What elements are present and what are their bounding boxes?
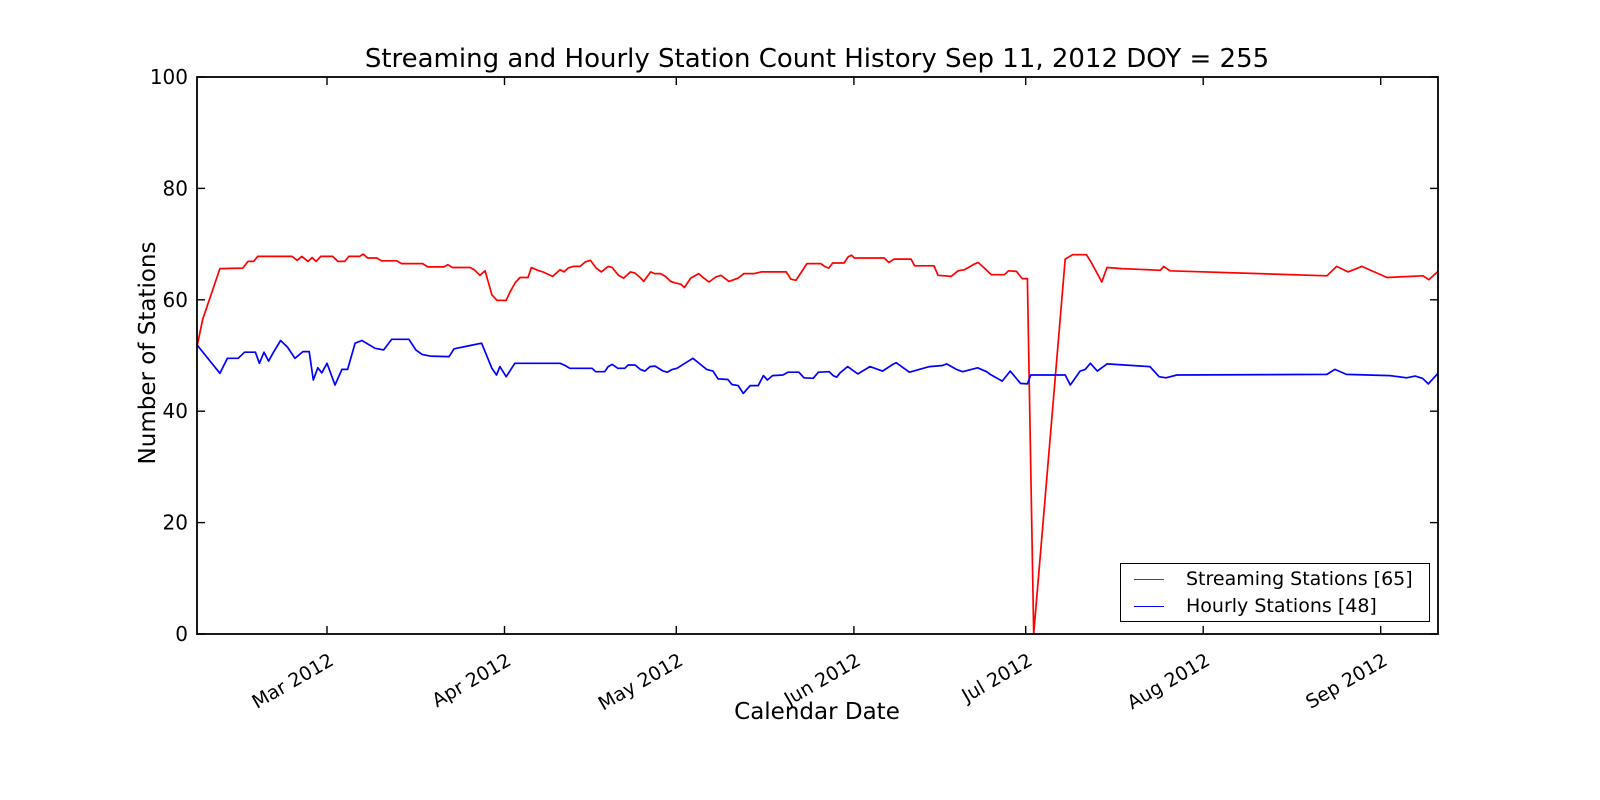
chart-title: Streaming and Hourly Station Count Histo… xyxy=(364,44,1270,74)
x-tick-label-sep-2012: Sep 2012 xyxy=(1302,649,1391,713)
series-line-hourly xyxy=(196,338,1439,395)
y-tick-label-0: 0 xyxy=(175,622,188,646)
legend-label-streaming: Streaming Stations [65] xyxy=(1186,568,1413,590)
x-tick-label-jul-2012: Jul 2012 xyxy=(957,649,1036,707)
x-tick-label-apr-2012: Apr 2012 xyxy=(428,649,515,712)
x-axis-label: Calendar Date xyxy=(734,699,900,725)
x-tick-label-may-2012: May 2012 xyxy=(595,649,687,715)
y-tick-label-80: 80 xyxy=(163,176,188,200)
y-tick-label-60: 60 xyxy=(163,288,188,312)
legend-line-streaming-icon xyxy=(1134,578,1164,580)
x-tick-label-aug-2012: Aug 2012 xyxy=(1123,649,1213,714)
axes-frame xyxy=(196,76,1439,635)
y-tick-label-20: 20 xyxy=(163,511,188,535)
legend-item-streaming: Streaming Stations [65] xyxy=(1134,567,1429,591)
y-tick-label-40: 40 xyxy=(163,399,188,423)
legend-label-hourly: Hourly Stations [48] xyxy=(1186,595,1377,617)
legend: Streaming Stations [65] Hourly Stations … xyxy=(1120,563,1430,622)
x-tick-label-mar-2012: Mar 2012 xyxy=(248,649,337,713)
legend-item-hourly: Hourly Stations [48] xyxy=(1134,594,1429,618)
y-tick-label-100: 100 xyxy=(150,65,188,89)
legend-line-hourly-icon xyxy=(1134,605,1164,607)
series-line-streaming xyxy=(196,253,1439,635)
